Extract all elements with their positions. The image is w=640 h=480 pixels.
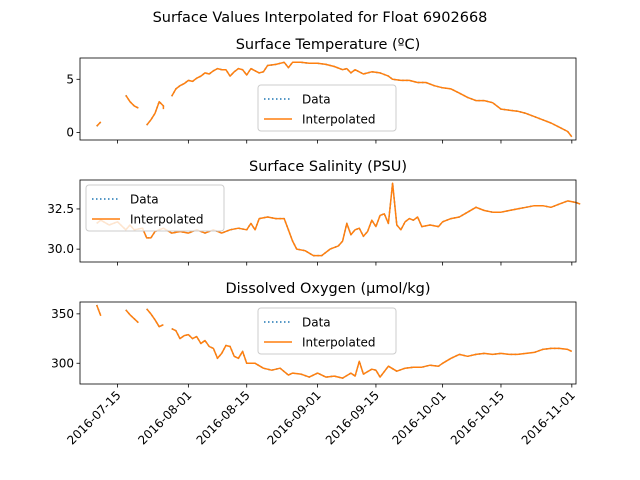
y-tick-label: 350 <box>51 307 74 321</box>
subplot-title: Surface Temperature (ºC) <box>236 37 421 53</box>
legend-box <box>257 307 397 355</box>
legend-label-data: Data <box>302 316 331 330</box>
series-interpolated-segment-3 <box>146 308 164 328</box>
legend: Data Interpolated <box>85 184 225 232</box>
legend: Data Interpolated <box>257 84 397 132</box>
series-interpolated-segment-2 <box>125 94 139 109</box>
series-interpolated-segment-4 <box>171 61 573 138</box>
y-tick-label: 32.5 <box>47 202 74 216</box>
series-interpolated <box>96 61 573 138</box>
subplot-2: Surface Salinity (PSU) 30.0 32.5 Data Interp… <box>47 159 581 266</box>
legend-box <box>257 84 397 132</box>
legend-label-interpolated: Interpolated <box>302 336 376 350</box>
series-interpolated-segment-3 <box>146 100 165 126</box>
series-interpolated-segment-1 <box>95 304 102 317</box>
y-tick-label: 300 <box>51 356 74 370</box>
legend-label-interpolated: Interpolated <box>130 213 204 227</box>
legend: Data Interpolated <box>257 307 397 355</box>
series-interpolated-segment-1 <box>96 182 581 257</box>
legend-label-data: Data <box>302 93 331 107</box>
subplot-3: Dissolved Oxygen (µmol/kg) 300 350 Data Inte… <box>51 281 577 388</box>
legend-box <box>85 184 225 232</box>
series-interpolated <box>95 304 573 379</box>
plot-frame <box>79 179 577 263</box>
y-tick-label: 0 <box>66 126 74 140</box>
plot-frame <box>79 57 577 141</box>
series-interpolated-segment-1 <box>96 121 102 127</box>
subplot-title: Surface Salinity (PSU) <box>249 159 407 175</box>
series-interpolated-segment-2 <box>125 309 139 324</box>
figure-suptitle: Surface Values Interpolated for Float 69… <box>153 10 488 26</box>
series-interpolated <box>96 182 581 257</box>
subplot-panels: Surface Temperature (ºC) 0 5 Data Interpolat… <box>47 37 581 388</box>
legend-label-data: Data <box>130 193 159 207</box>
subplot-1: Surface Temperature (ºC) 0 5 Data Interpolat… <box>66 37 577 144</box>
subplot-title: Dissolved Oxygen (µmol/kg) <box>225 281 430 297</box>
y-tick-label: 5 <box>66 72 74 86</box>
y-tick-label: 30.0 <box>47 242 74 256</box>
legend-label-interpolated: Interpolated <box>302 113 376 127</box>
series-interpolated-segment-4 <box>171 328 573 379</box>
plot-frame <box>79 301 577 385</box>
